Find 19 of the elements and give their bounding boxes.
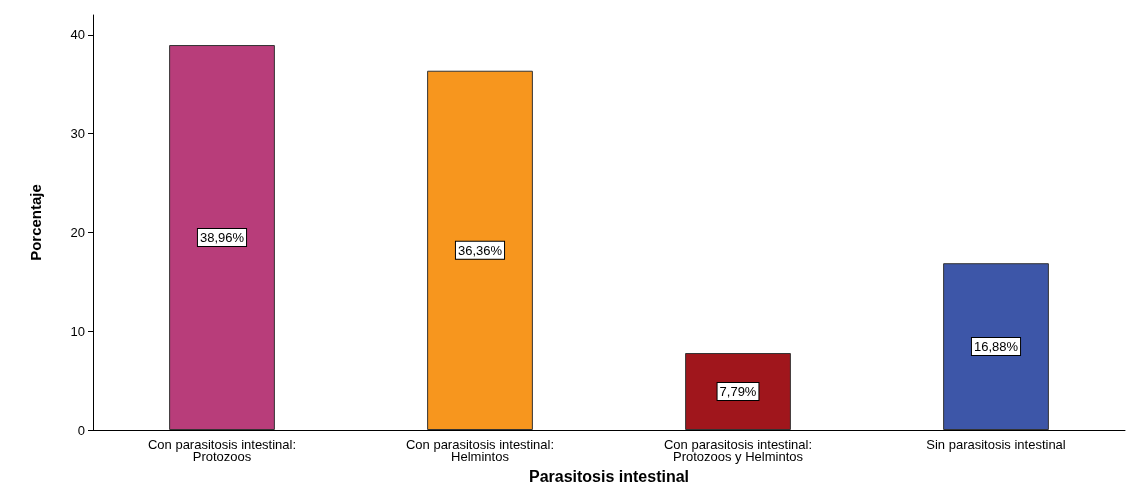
bar — [169, 45, 275, 430]
y-tick-label: 40 — [70, 27, 85, 43]
x-tick-label: Sin parasitosis intestinal — [926, 436, 1066, 452]
y-axis-title: Porcentaje — [27, 184, 44, 261]
y-tick-label: 20 — [70, 224, 85, 240]
y-tick-label: 10 — [70, 323, 85, 339]
x-tick-label: Con parasitosis intestinal: Protozoos y Helmintos — [663, 436, 813, 464]
data-label: 36,36% — [457, 242, 503, 258]
bar — [943, 263, 1049, 430]
bar — [685, 353, 791, 430]
x-axis-title: Parasitosis intestinal — [528, 467, 690, 485]
y-tick-label: 0 — [77, 422, 85, 438]
data-label: 7,79% — [719, 384, 757, 400]
y-tick-label: 30 — [70, 126, 85, 142]
x-tick-label: Con parasitosis intestinal: Helmintos — [405, 436, 555, 464]
x-tick-label: Con parasitosis intestinal: Protozoos — [147, 436, 297, 464]
bar — [427, 70, 533, 430]
data-label: 38,96% — [199, 230, 245, 246]
data-label: 16,88% — [973, 339, 1019, 355]
